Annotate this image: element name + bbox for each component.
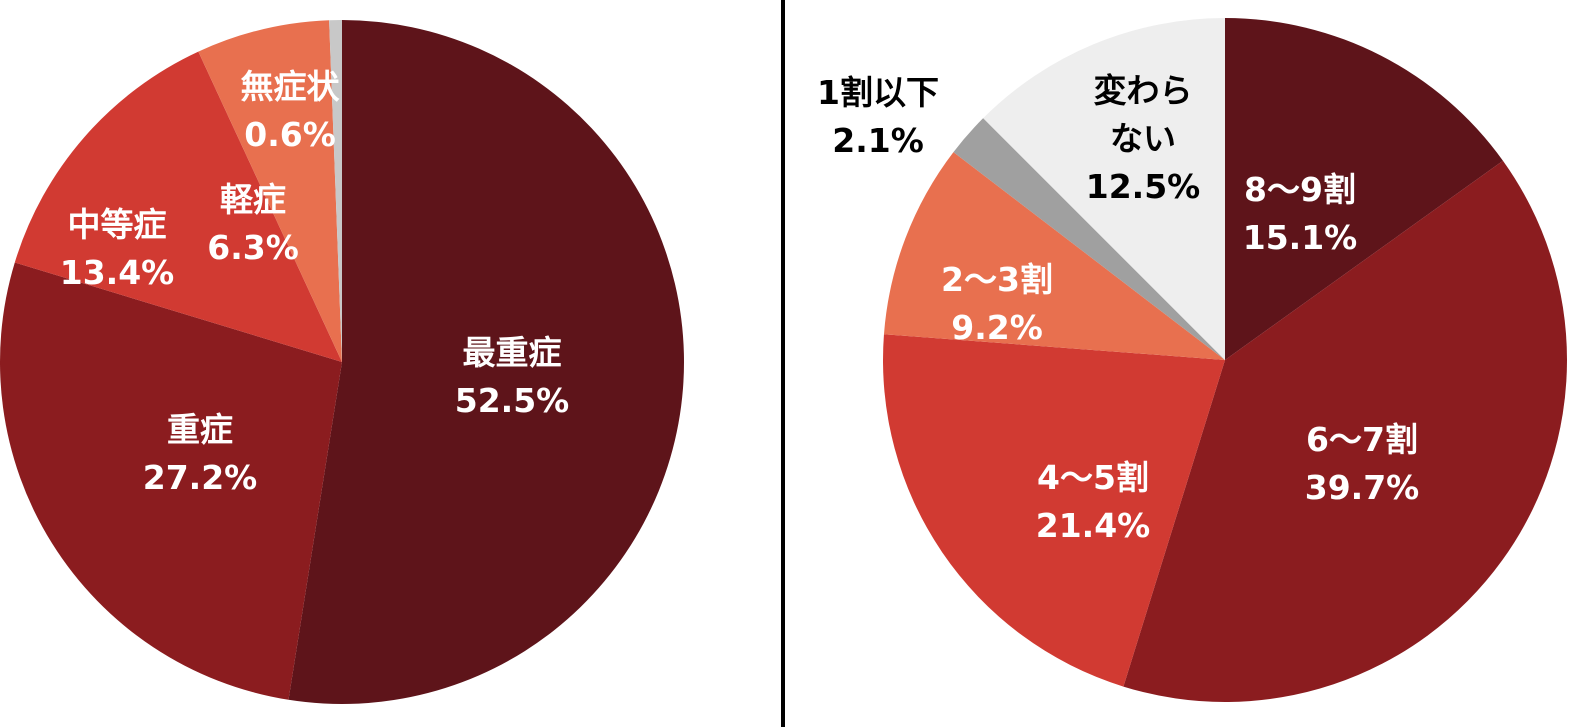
slice-label: 重症 <box>167 410 233 449</box>
slice-label: 最重症 <box>463 333 562 372</box>
pie-slice <box>14 51 343 363</box>
slice-value-label: 52.5% <box>455 381 570 420</box>
slice-label: 1割以下 <box>817 73 939 112</box>
slice-value-label: 39.7% <box>1305 468 1420 507</box>
pie-slice <box>329 20 342 362</box>
slice-value-label: 12.5% <box>1086 167 1201 206</box>
pie-slice <box>883 152 1225 360</box>
pie-slice <box>953 118 1225 360</box>
slice-value-label: 9.2% <box>951 308 1043 347</box>
pie-slice <box>883 334 1225 687</box>
slice-value-label: 27.2% <box>143 458 258 497</box>
slice-value-label: 21.4% <box>1036 506 1151 545</box>
slice-label: 4〜5割 <box>1037 458 1149 497</box>
slice-label: 中等症 <box>68 205 167 244</box>
slice-value-label: 2.1% <box>832 121 924 160</box>
slice-label: 8〜9割 <box>1244 170 1356 209</box>
pie-slice <box>1225 18 1503 360</box>
slice-label: 変わらない <box>1094 71 1193 158</box>
pie-slice <box>0 262 342 700</box>
slice-label: 無症状 <box>241 67 341 106</box>
slice-value-label: 13.4% <box>60 253 175 292</box>
slice-value-label: 6.3% <box>207 228 299 267</box>
slice-label: 6〜7割 <box>1306 420 1418 459</box>
pie-slice <box>1123 160 1567 702</box>
slice-label: 軽症 <box>220 180 286 219</box>
pie-slice <box>983 18 1225 360</box>
pie-slice <box>288 20 685 705</box>
slice-label: 2〜3割 <box>941 260 1053 299</box>
pie-slice <box>198 20 342 362</box>
slice-value-label: 0.6% <box>244 115 336 154</box>
slice-value-label: 15.1% <box>1243 218 1358 257</box>
